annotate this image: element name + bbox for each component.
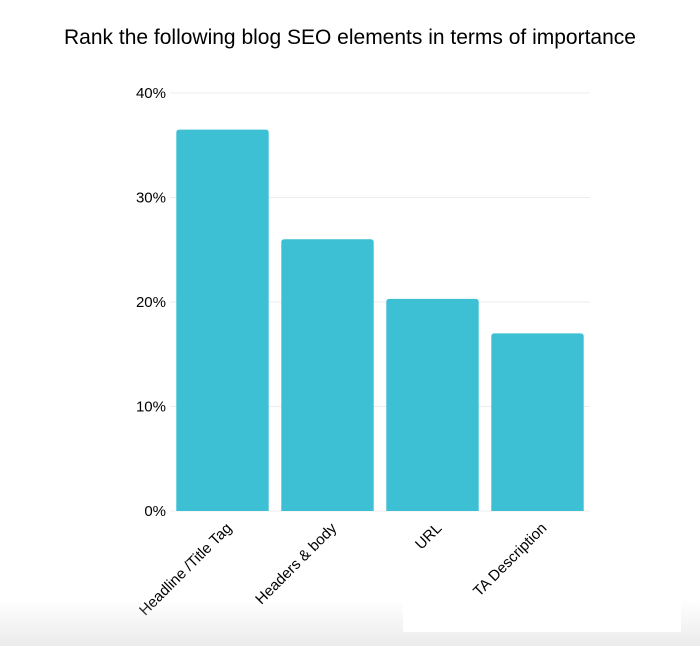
bar bbox=[491, 333, 584, 511]
x-tick-label: Headline /Title Tag bbox=[136, 520, 235, 619]
y-tick-label: 30% bbox=[136, 190, 166, 207]
overlay-box bbox=[403, 600, 681, 632]
y-tick-label: 40% bbox=[136, 85, 166, 102]
y-axis-ticks: 0% 10% 20% 30% 40% bbox=[136, 85, 166, 520]
bars bbox=[176, 129, 584, 512]
bar bbox=[281, 239, 374, 512]
x-tick-label: TA Description bbox=[470, 520, 550, 600]
chart-title: Rank the following blog SEO elements in … bbox=[64, 26, 636, 49]
x-tick-label: URL bbox=[412, 520, 445, 553]
bar bbox=[386, 298, 479, 511]
y-tick-label: 10% bbox=[136, 399, 166, 416]
y-tick-label: 0% bbox=[144, 503, 166, 520]
y-tick-label: 20% bbox=[136, 294, 166, 311]
bar bbox=[176, 129, 269, 511]
x-tick-label: Headers & body bbox=[252, 519, 340, 607]
